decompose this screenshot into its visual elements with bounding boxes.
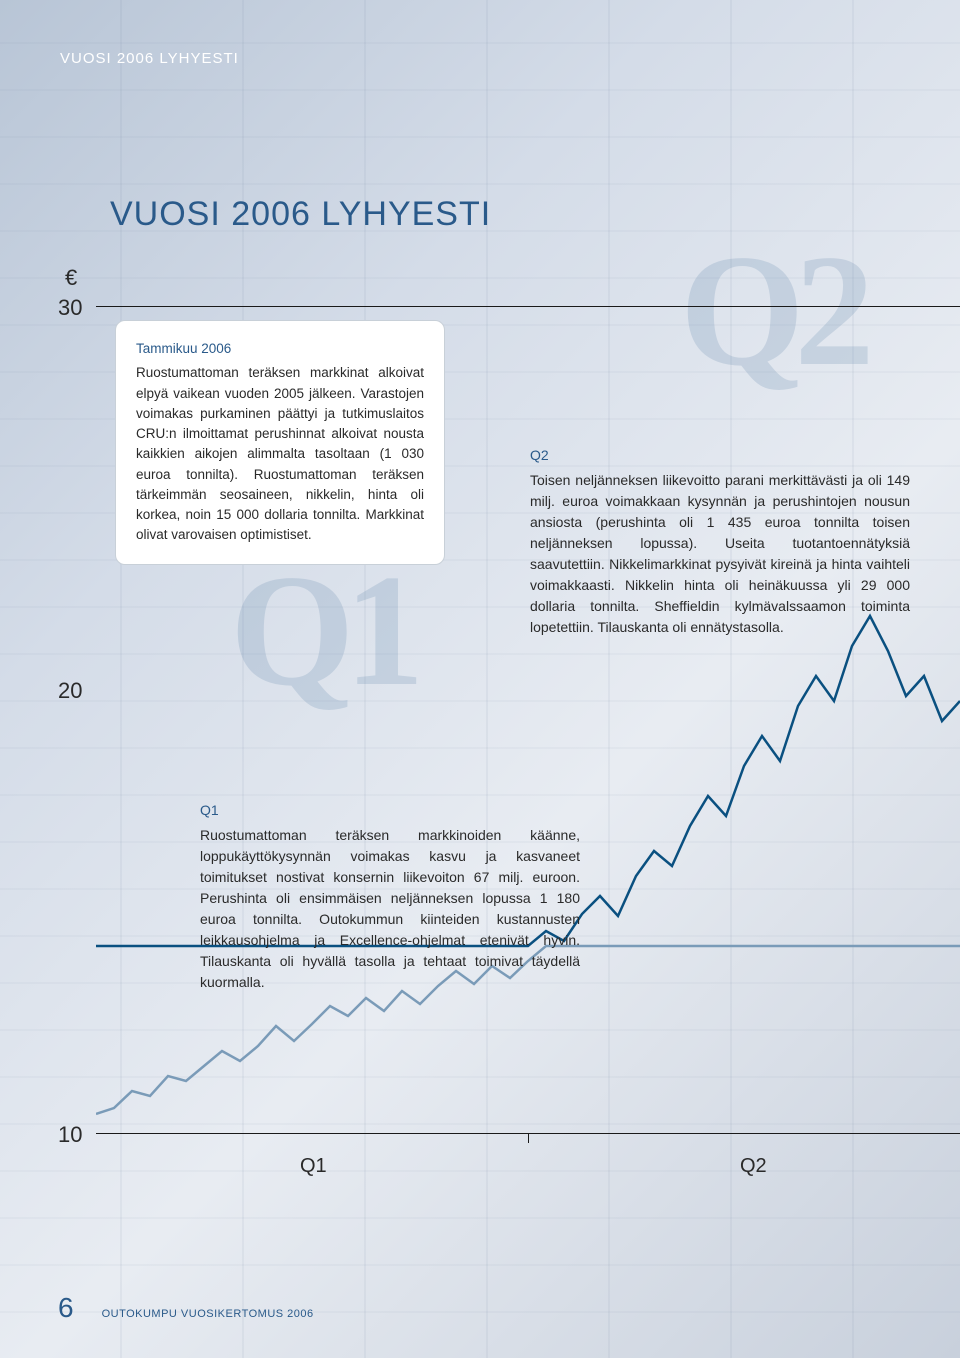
- q1-text-block: Q1 Ruostumattoman teräksen markkinoiden …: [200, 800, 580, 993]
- x-axis-label-q2: Q2: [740, 1155, 767, 1178]
- y-axis-label-10: 10: [58, 1122, 82, 1148]
- x-axis-label-q1: Q1: [300, 1155, 327, 1178]
- q2-label: Q2: [530, 445, 910, 466]
- y-axis-label-20: 20: [58, 678, 82, 704]
- page-header: VUOSI 2006 LYHYESTI: [60, 50, 239, 67]
- x-axis-tick: [528, 1133, 529, 1143]
- footer-text: OUTOKUMPU VUOSIKERTOMUS 2006: [102, 1308, 314, 1320]
- y-axis-unit: €: [65, 265, 77, 291]
- axis-line-30: [96, 306, 960, 307]
- tammikuu-box: Tammikuu 2006 Ruostumattoman teräksen ma…: [115, 320, 445, 565]
- page-footer: 6 OUTOKUMPU VUOSIKERTOMUS 2006: [58, 1292, 314, 1324]
- tammikuu-body: Ruostumattoman teräksen markkinat alkoiv…: [136, 365, 424, 542]
- q1-body: Ruostumattoman teräksen markkinoiden kää…: [200, 827, 580, 990]
- page-number: 6: [58, 1292, 74, 1324]
- q2-body: Toisen neljänneksen liikevoitto parani m…: [530, 472, 910, 635]
- y-axis-label-30: 30: [58, 295, 82, 321]
- q1-label: Q1: [200, 800, 580, 821]
- q2-text-block: Q2 Toisen neljänneksen liikevoitto paran…: [530, 445, 910, 638]
- tammikuu-heading: Tammikuu 2006: [136, 339, 424, 359]
- page-title: VUOSI 2006 LYHYESTI: [110, 195, 491, 234]
